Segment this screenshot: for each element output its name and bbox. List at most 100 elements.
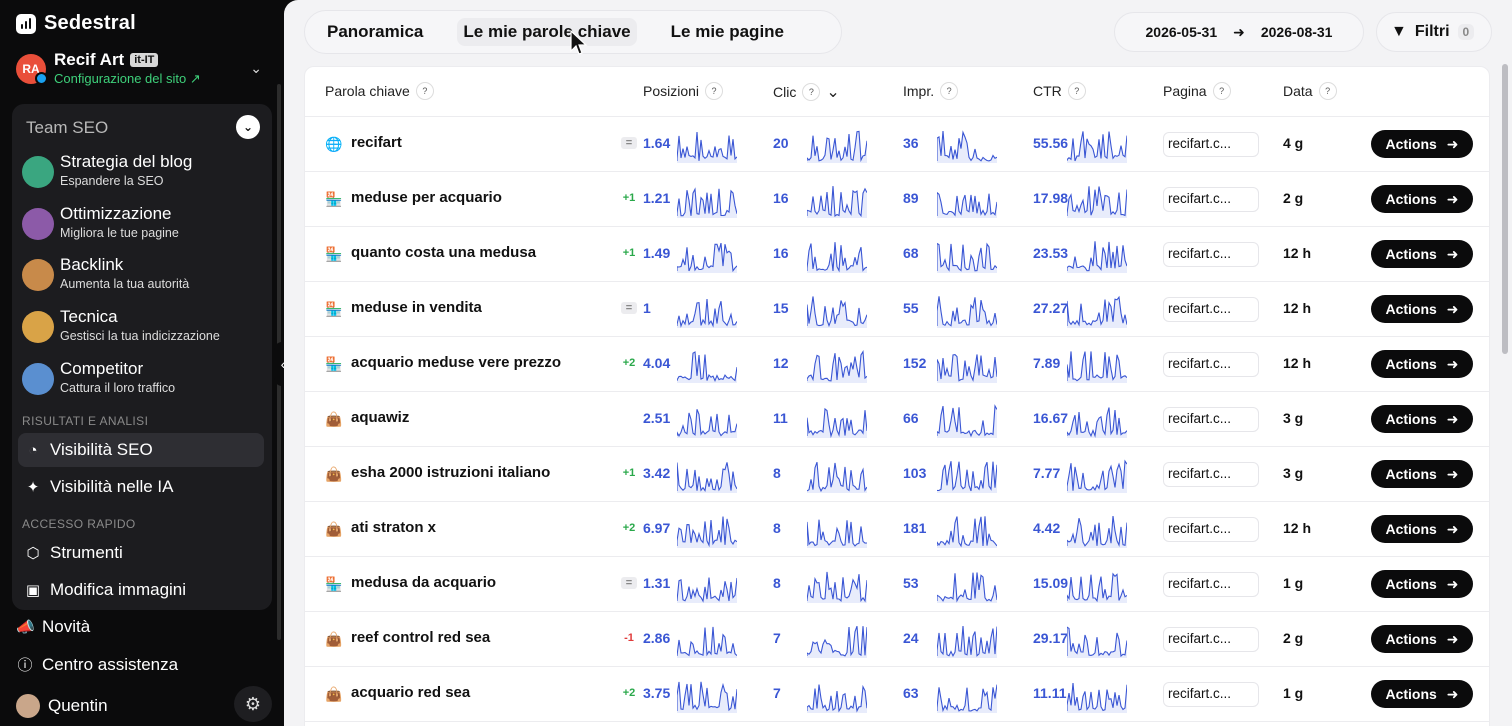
actions-button[interactable]: Actions ➜ [1371, 460, 1473, 488]
keyword-text[interactable]: acquario red sea [351, 684, 471, 701]
help-icon[interactable]: ? [802, 83, 821, 101]
arrow-right-icon: ➜ [1446, 355, 1459, 372]
table-row[interactable]: 👜 aquawiz 2.51 11 66 16.67 recifart.c...… [305, 392, 1489, 447]
actions-button[interactable]: Actions ➜ [1371, 680, 1473, 708]
site-selector[interactable]: RA Recif Art it-IT Configurazione del si… [16, 50, 268, 90]
col-keyword[interactable]: Parola chiave? [325, 82, 434, 100]
agent-competitor[interactable]: Competitor Cattura il loro traffico [22, 359, 262, 403]
page-url[interactable]: recifart.c... [1163, 132, 1259, 157]
store-icon: 🏪 [325, 191, 343, 207]
keyword-text[interactable]: reef control red sea [351, 629, 491, 646]
keyword-text[interactable]: esha 2000 istruzioni italiano [351, 464, 551, 481]
page-url[interactable]: recifart.c... [1163, 462, 1259, 487]
table-row[interactable]: 🏪 meduse in vendita = 1 15 55 27.27 reci… [305, 282, 1489, 337]
page-url[interactable]: recifart.c... [1163, 187, 1259, 212]
keyword-text[interactable]: meduse per acquario [351, 189, 502, 206]
gear-icon[interactable]: ⚙ [234, 686, 272, 722]
agent-technical[interactable]: Tecnica Gestisci la tua indicizzazione [22, 307, 262, 351]
page-url[interactable]: recifart.c... [1163, 682, 1259, 707]
col-page[interactable]: Pagina? [1163, 82, 1231, 100]
tab-my-pages[interactable]: Le mie pagine [670, 22, 785, 41]
actions-button[interactable]: Actions ➜ [1371, 350, 1473, 378]
page-url[interactable]: recifart.c... [1163, 242, 1259, 267]
actions-button[interactable]: Actions ➜ [1371, 405, 1473, 433]
agent-subtitle: Espandere la SEO [60, 174, 164, 188]
help-icon[interactable]: ? [705, 82, 724, 100]
user-profile[interactable]: Quentin [16, 694, 108, 718]
page-url[interactable]: recifart.c... [1163, 627, 1259, 652]
table-row[interactable]: 🏪 quanto costa una medusa +1 1.49 16 68 … [305, 227, 1489, 282]
page-url[interactable]: recifart.c... [1163, 352, 1259, 377]
nav-news[interactable]: 📣 Novità [16, 617, 90, 637]
keyword-text[interactable]: ati straton x [351, 519, 437, 536]
chevron-down-icon[interactable]: ⌄ [236, 115, 260, 139]
agent-blog-strategy[interactable]: Strategia del blog Espandere la SEO [22, 152, 262, 196]
nav-seo-visibility[interactable]: ◔ Visibilità SEO [18, 433, 264, 467]
chevron-down-icon[interactable]: ⌄ [250, 60, 262, 76]
site-badge-icon [35, 72, 48, 85]
table-row[interactable]: 👜 reef control red sea -1 2.86 7 24 29.1… [305, 612, 1489, 667]
col-date[interactable]: Data? [1283, 82, 1337, 100]
nav-edit-images[interactable]: ▣ Modifica immagini [18, 573, 264, 607]
tab-my-keywords[interactable]: Le mie parole chiave [457, 18, 637, 46]
impressions-sparkline [937, 191, 997, 218]
table-row[interactable]: 🏪 medusa da acquario = 1.31 8 53 15.09 r… [305, 557, 1489, 612]
agent-avatar-icon [22, 156, 54, 188]
help-icon[interactable]: ? [1212, 82, 1231, 100]
help-icon[interactable]: ? [1318, 82, 1337, 100]
page-url[interactable]: recifart.c... [1163, 407, 1259, 432]
nav-help-center[interactable]: ⓘ Centro assistenza [16, 654, 178, 675]
actions-button[interactable]: Actions ➜ [1371, 295, 1473, 323]
filters-button[interactable]: ▼ Filtri 0 [1376, 12, 1492, 52]
pie-chart-icon: ◔ [28, 441, 38, 459]
table-row[interactable]: 🏪 acquario meduse vere prezzo +2 4.04 12… [305, 337, 1489, 392]
table-row[interactable]: 🏪 meduse per acquario +1 1.21 16 89 17.9… [305, 172, 1489, 227]
nav-label: Novità [42, 617, 91, 636]
page-url[interactable]: recifart.c... [1163, 297, 1259, 322]
help-icon[interactable]: ? [415, 82, 434, 100]
clicks-value: 12 [773, 355, 789, 371]
keyword-text[interactable]: medusa da acquario [351, 574, 497, 591]
col-positions[interactable]: Posizioni? [643, 82, 724, 100]
col-clicks[interactable]: Clic? ⌄ [773, 82, 840, 102]
keyword-text[interactable]: meduse in vendita [351, 299, 482, 316]
actions-button[interactable]: Actions ➜ [1371, 515, 1473, 543]
nav-tools[interactable]: ⬡ Strumenti [18, 536, 264, 570]
help-icon[interactable]: ? [1067, 82, 1086, 100]
col-ctr[interactable]: CTR? [1033, 82, 1086, 100]
nav-ai-visibility[interactable]: ✦ Visibilità nelle IA [18, 470, 264, 504]
keyword-text[interactable]: recifart [351, 134, 402, 151]
actions-button[interactable]: Actions ➜ [1371, 625, 1473, 653]
table-row[interactable]: 👜 esha 2000 istruzioni italiano +1 3.42 … [305, 447, 1489, 502]
arrow-right-icon: ➜ [1446, 300, 1459, 317]
ctr-value: 7.77 [1033, 465, 1061, 481]
clicks-sparkline [807, 242, 867, 273]
position-sparkline [677, 681, 737, 713]
agent-avatar-icon [22, 208, 54, 240]
page-url[interactable]: recifart.c... [1163, 572, 1259, 597]
table-row[interactable]: 👜 ati straton x +2 6.97 8 181 4.42 recif… [305, 502, 1489, 557]
keyword-text[interactable]: acquario meduse vere prezzo [351, 354, 562, 371]
keyword-text[interactable]: quanto costa una medusa [351, 244, 537, 261]
actions-button[interactable]: Actions ➜ [1371, 130, 1473, 158]
main-scrollbar[interactable] [1502, 64, 1508, 354]
actions-button[interactable]: Actions ➜ [1371, 240, 1473, 268]
tab-overview[interactable]: Panoramica [327, 22, 424, 41]
col-impressions[interactable]: Impr.? [903, 82, 959, 100]
sort-desc-icon[interactable]: ⌄ [826, 84, 840, 101]
brand[interactable]: Sedestral [16, 12, 136, 35]
table-row[interactable]: 🌐 recifart = 1.64 20 36 55.56 recifart.c… [305, 117, 1489, 172]
help-icon[interactable]: ? [940, 82, 959, 100]
site-config-link[interactable]: Configurazione del sito ↗ [54, 71, 201, 86]
actions-button[interactable]: Actions ➜ [1371, 570, 1473, 598]
agent-optimization[interactable]: Ottimizzazione Migliora le tue pagine [22, 204, 262, 248]
actions-button[interactable]: Actions ➜ [1371, 185, 1473, 213]
impressions-sparkline [937, 461, 997, 493]
date-range-picker[interactable]: 2026-05-31 ➜ 2026-08-31 [1114, 12, 1364, 52]
page-url[interactable]: recifart.c... [1163, 517, 1259, 542]
clicks-sparkline [807, 296, 867, 328]
keyword-text[interactable]: aquawiz [351, 409, 410, 426]
table-row[interactable]: 👜 acquario red sea +2 3.75 7 63 11.11 re… [305, 667, 1489, 722]
agent-backlink[interactable]: Backlink Aumenta la tua autorità [22, 255, 262, 299]
sparkle-icon: ✦ [26, 479, 40, 496]
